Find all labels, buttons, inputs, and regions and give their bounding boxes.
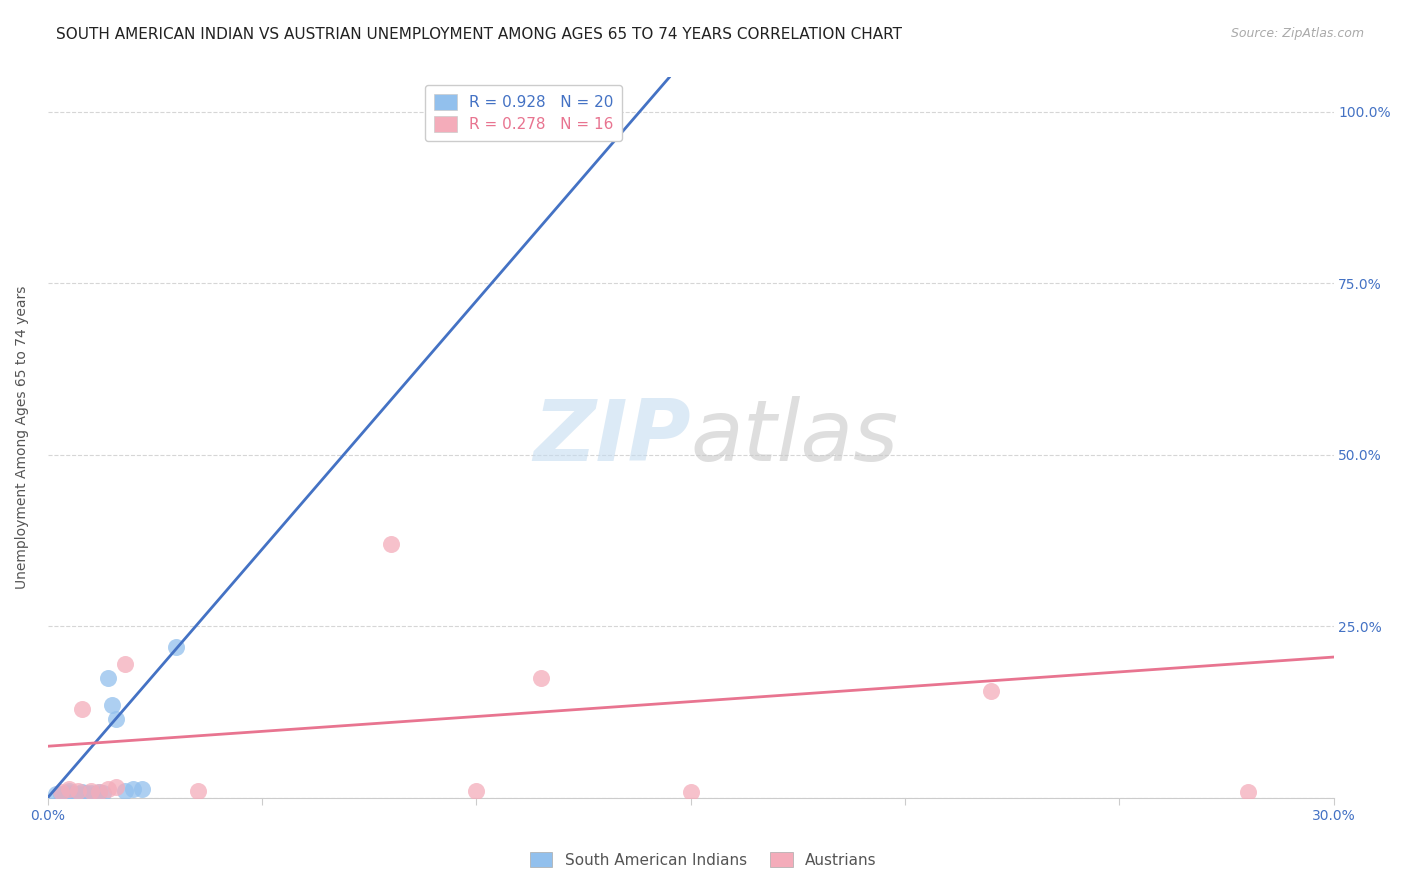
- Point: [101, 698, 124, 712]
- Point: [58, 784, 80, 798]
- Point: [380, 537, 402, 551]
- Point: [49, 785, 72, 799]
- Point: [1236, 785, 1258, 799]
- Point: [49, 787, 72, 801]
- Point: [93, 786, 115, 800]
- Point: [97, 782, 120, 797]
- Legend: South American Indians, Austrians: South American Indians, Austrians: [522, 844, 884, 875]
- Point: [53, 787, 76, 801]
- Point: [122, 781, 145, 796]
- Point: [187, 784, 209, 798]
- Point: [679, 785, 702, 799]
- Point: [66, 784, 89, 798]
- Point: [105, 712, 128, 726]
- Point: [114, 784, 136, 798]
- Point: [89, 785, 111, 799]
- Point: [45, 787, 67, 801]
- Point: [79, 786, 101, 800]
- Y-axis label: Unemployment Among Ages 65 to 74 years: Unemployment Among Ages 65 to 74 years: [15, 285, 30, 590]
- Point: [980, 684, 1002, 698]
- Point: [530, 671, 553, 685]
- Point: [83, 787, 105, 801]
- Point: [165, 640, 187, 654]
- Text: ZIP: ZIP: [533, 396, 690, 479]
- Point: [105, 780, 128, 795]
- Point: [97, 671, 120, 685]
- Point: [58, 786, 80, 800]
- Point: [62, 787, 84, 801]
- Point: [465, 784, 488, 798]
- Point: [70, 701, 93, 715]
- Point: [114, 657, 136, 671]
- Legend: R = 0.928   N = 20, R = 0.278   N = 16: R = 0.928 N = 20, R = 0.278 N = 16: [425, 85, 623, 142]
- Point: [79, 784, 101, 798]
- Point: [66, 787, 89, 801]
- Point: [70, 785, 93, 799]
- Text: Source: ZipAtlas.com: Source: ZipAtlas.com: [1230, 27, 1364, 40]
- Point: [75, 786, 97, 800]
- Point: [131, 782, 153, 797]
- Text: atlas: atlas: [690, 396, 898, 479]
- Point: [58, 782, 80, 797]
- Text: SOUTH AMERICAN INDIAN VS AUSTRIAN UNEMPLOYMENT AMONG AGES 65 TO 74 YEARS CORRELA: SOUTH AMERICAN INDIAN VS AUSTRIAN UNEMPL…: [56, 27, 903, 42]
- Point: [89, 785, 111, 799]
